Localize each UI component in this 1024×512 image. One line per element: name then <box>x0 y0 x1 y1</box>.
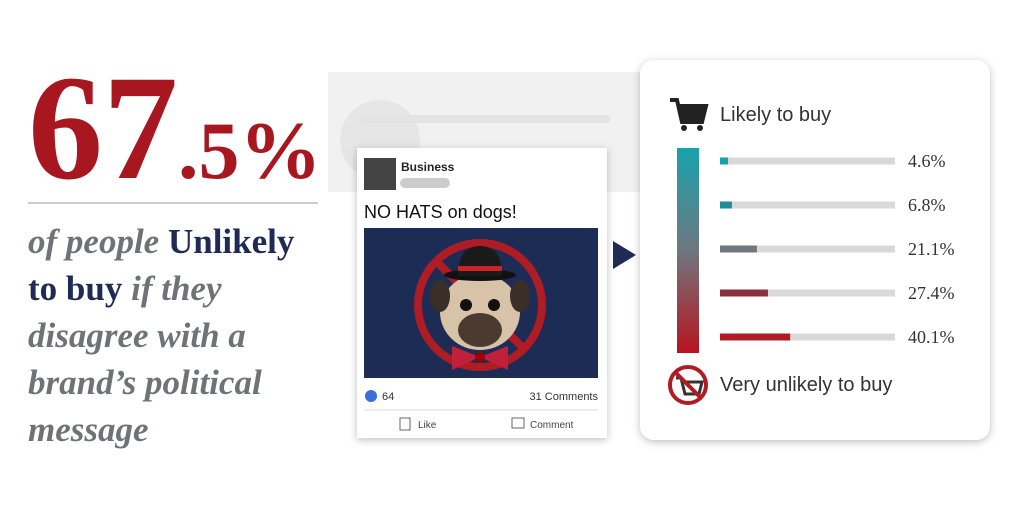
value-label: 4.6% <box>908 151 946 171</box>
bar <box>720 157 729 165</box>
bottom-label: Very unlikely to buy <box>720 374 892 396</box>
pug-illustration <box>414 239 546 371</box>
gradient-scale <box>677 148 699 353</box>
bar-track <box>720 201 895 209</box>
value-label: 6.8% <box>908 195 946 215</box>
value-label: 21.1% <box>908 239 955 259</box>
subheadline: of people Unlikely to buy if they disagr… <box>28 218 328 453</box>
top-label: Likely to buy <box>720 104 831 126</box>
bar <box>720 289 768 297</box>
bar <box>720 201 732 209</box>
sub-emphasis: Unlikely to buy <box>28 222 295 308</box>
headline-big: 67 <box>28 45 178 211</box>
bar <box>720 333 791 341</box>
like-btn-icon <box>399 417 411 431</box>
comment-button[interactable]: Comment <box>530 420 574 431</box>
no-cart-icon <box>668 365 708 405</box>
bar-track <box>720 289 895 297</box>
headline-small: .5% <box>178 105 322 196</box>
post-author: Business <box>401 160 455 174</box>
post-text: NO HATS on dogs! <box>364 202 517 222</box>
post-meta <box>400 178 450 188</box>
like-icon <box>365 390 377 402</box>
value-label: 40.1% <box>908 327 955 347</box>
comment-btn-icon <box>511 417 525 429</box>
bar-track <box>720 333 895 341</box>
bar <box>720 245 757 253</box>
bg-line <box>360 115 610 123</box>
post-avatar <box>364 158 396 190</box>
comment-count: 31 Comments <box>530 391 599 403</box>
like-count: 64 <box>382 391 394 403</box>
headline-number: 67.5% <box>28 45 322 211</box>
like-button[interactable]: Like <box>418 420 437 431</box>
arrow <box>613 241 636 269</box>
cart-icon <box>670 98 709 131</box>
value-label: 27.4% <box>908 283 955 303</box>
sub-lead: of people <box>28 222 160 261</box>
sub-rest: if they disagree with a brand’s politica… <box>28 269 262 449</box>
bar-track <box>720 157 895 165</box>
bar-track <box>720 245 895 253</box>
